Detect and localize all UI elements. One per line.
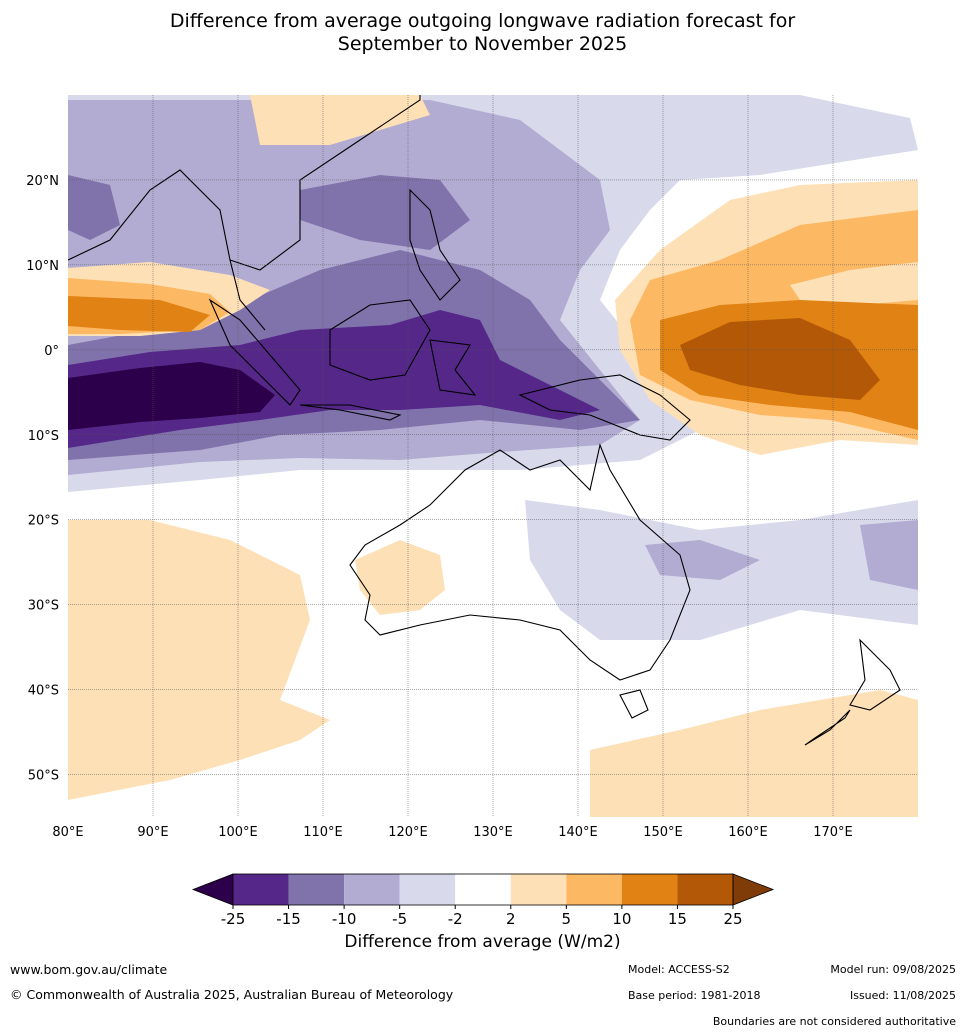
lat-tick-label: 20°S xyxy=(28,514,59,529)
contour-plus2-tasman xyxy=(590,690,918,817)
lon-tick-label: 90°E xyxy=(137,825,168,840)
philippines-coast xyxy=(409,188,461,301)
lat-tick-label: 40°S xyxy=(28,684,59,699)
contour-plus15-pacific xyxy=(680,318,880,400)
colorbar-under-triangle xyxy=(191,873,234,906)
colorbar-over-triangle xyxy=(732,873,775,906)
anomaly-contours xyxy=(68,95,918,817)
base-period-text: Base period: 1981-2018 xyxy=(628,989,761,1002)
java-coast xyxy=(299,404,402,421)
contour-plus2-wa xyxy=(355,540,445,615)
lat-tick-label: 0° xyxy=(44,344,59,359)
contour-plus2-south-indian xyxy=(68,520,330,800)
title-line-1: Difference from average outgoing longwav… xyxy=(169,10,796,32)
colorbar-bin xyxy=(288,874,345,905)
longitude-labels: 80°E 90°E 100°E 110°E 120°E 130°E 140°E 150°E 16… xyxy=(52,825,852,840)
coastlines xyxy=(68,95,901,746)
australia-coast xyxy=(349,443,691,681)
colorbar-bin xyxy=(233,874,289,905)
colorbar-tick-label: -2 xyxy=(448,910,463,928)
colorbar-bin xyxy=(344,874,400,905)
colorbar-tick-label: 15 xyxy=(668,910,687,928)
colorbar-frame xyxy=(232,873,734,906)
colorbar-tick-label: 10 xyxy=(612,910,631,928)
contour-minus10-north xyxy=(300,175,470,250)
colorbar-tick-label: -15 xyxy=(276,910,301,928)
copyright-text: © Commonwealth of Australia 2025, Austra… xyxy=(10,987,454,1002)
sulawesi-coast xyxy=(429,339,477,396)
map-title: Difference from average outgoing longwav… xyxy=(0,10,965,56)
issued-text: Issued: 11/08/2025 xyxy=(849,989,956,1002)
disclaimer-text: Boundaries are not considered authoritat… xyxy=(712,1015,956,1028)
lon-tick-label: 170°E xyxy=(813,825,853,840)
colorbar-tick-label: 2 xyxy=(506,910,516,928)
asia-coast xyxy=(68,95,421,271)
new-guinea-coast xyxy=(518,374,691,441)
new-zealand-north-coast xyxy=(849,638,901,711)
lat-tick-label: 10°N xyxy=(26,259,59,274)
contour-minus10-india xyxy=(68,175,120,240)
contour-plus2-gap xyxy=(790,262,918,305)
contour-plus10-northwest xyxy=(68,296,210,332)
latitude-labels: 20°N 10°N 0° 10°S 20°S 30°S 40°S 50°S xyxy=(26,174,59,784)
colorbar-tick-label: 25 xyxy=(723,910,742,928)
contour-minus5-south-pacific xyxy=(860,520,918,590)
title-line-2: September to November 2025 xyxy=(337,33,628,55)
lon-tick-label: 140°E xyxy=(558,825,598,840)
colorbar-bin xyxy=(621,874,678,905)
lat-tick-label: 20°N xyxy=(26,174,59,189)
colorbar-tick-label: -5 xyxy=(392,910,407,928)
lat-tick-label: 50°S xyxy=(28,769,59,784)
colorbar-tick-label: -25 xyxy=(221,910,246,928)
colorbar-bin xyxy=(399,874,456,905)
lat-tick-label: 10°S xyxy=(28,429,59,444)
colorbar-title: Difference from average (W/m2) xyxy=(344,932,621,952)
new-zealand-south-coast xyxy=(804,709,851,746)
lon-tick-label: 150°E xyxy=(643,825,683,840)
lon-tick-label: 160°E xyxy=(728,825,768,840)
colorbar-bin xyxy=(677,874,733,905)
colorbar-tick-label: -10 xyxy=(332,910,357,928)
lon-tick-label: 80°E xyxy=(52,825,83,840)
tasmania-coast xyxy=(619,689,649,719)
colorbar-bin xyxy=(566,874,622,905)
borneo-coast xyxy=(329,299,431,381)
lon-tick-label: 130°E xyxy=(473,825,513,840)
model-run-text: Model run: 09/08/2025 xyxy=(830,963,956,976)
sumatra-coast xyxy=(208,298,301,406)
colorbar-bin xyxy=(510,874,567,905)
colorbar-tick-label: 5 xyxy=(562,910,572,928)
lon-tick-label: 120°E xyxy=(388,825,428,840)
website-link[interactable]: www.bom.gov.au/climate xyxy=(10,962,168,977)
lon-tick-label: 100°E xyxy=(218,825,258,840)
colorbar-bin xyxy=(455,874,511,905)
contour-minus25-core xyxy=(68,362,275,430)
malay-peninsula-coast xyxy=(229,259,266,331)
lon-tick-label: 110°E xyxy=(303,825,343,840)
gridlines xyxy=(68,95,918,817)
model-text: Model: ACCESS-S2 xyxy=(628,963,730,976)
lat-tick-label: 30°S xyxy=(28,599,59,614)
contour-plus2-north xyxy=(250,95,430,145)
colorbar: -25 -15 -10 -5 -2 2 5 10 15 25 xyxy=(191,873,775,928)
